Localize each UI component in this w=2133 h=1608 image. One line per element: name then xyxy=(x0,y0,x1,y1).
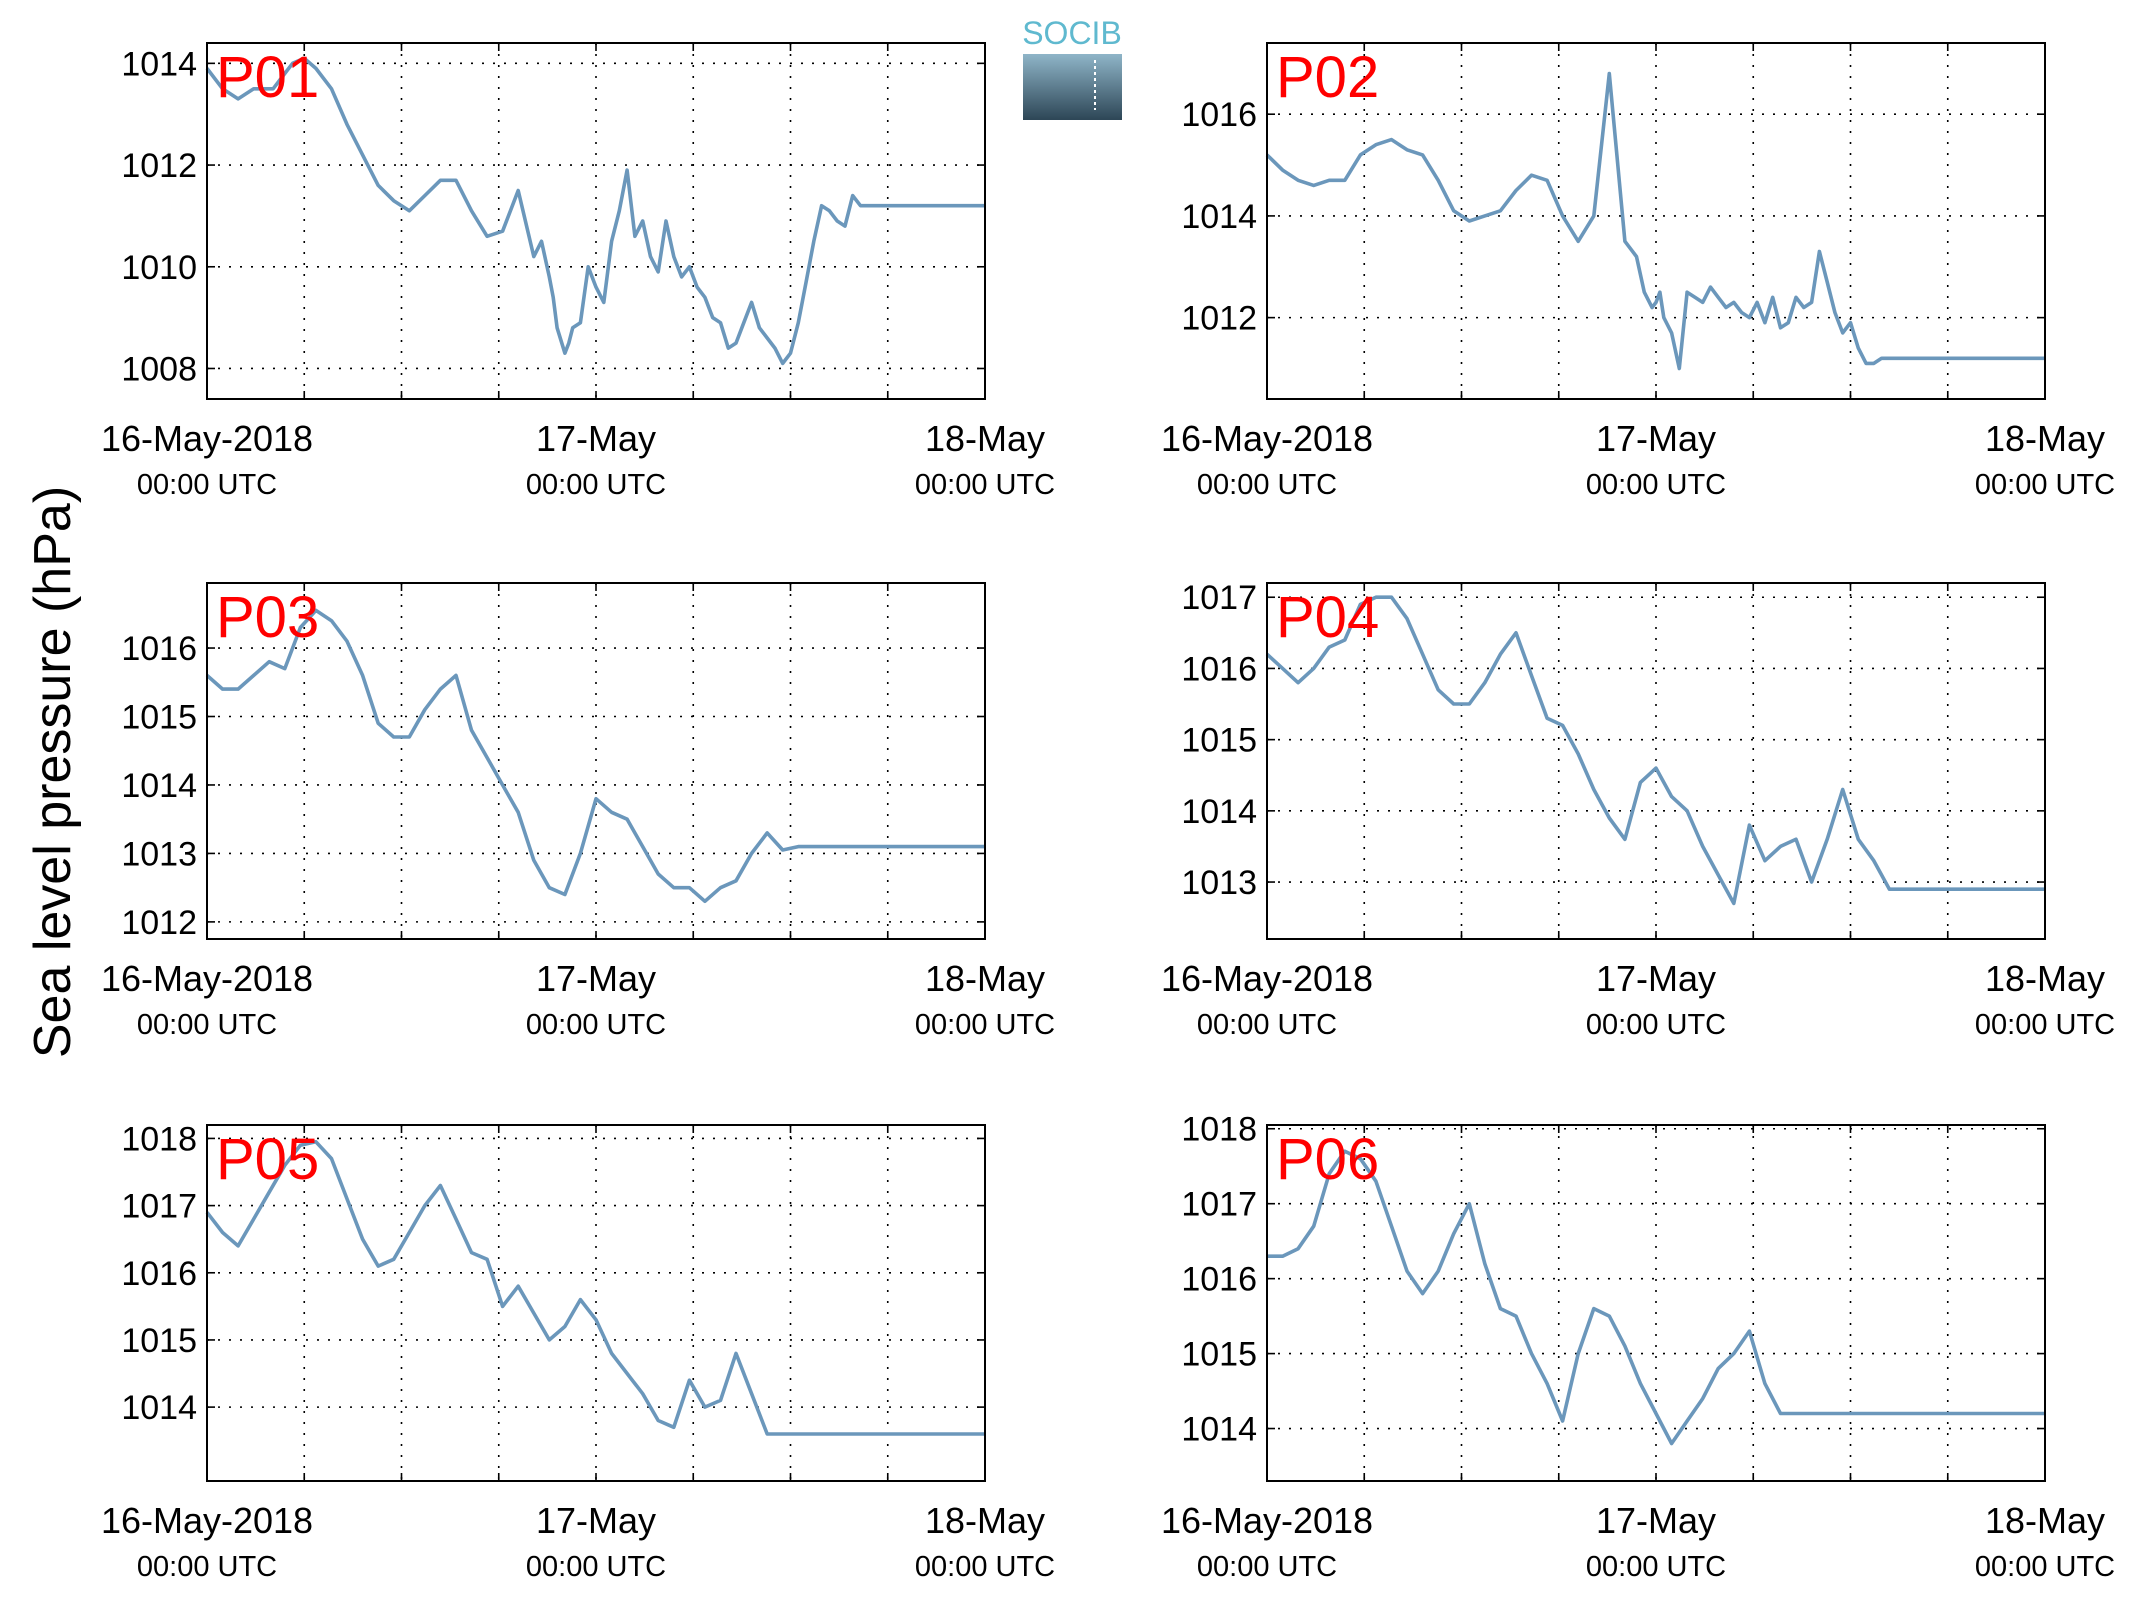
axes-frame xyxy=(206,1124,986,1482)
x-tick-label-time: 00:00 UTC xyxy=(137,1551,277,1583)
x-tick-label-date: 16-May-2018 xyxy=(101,418,313,459)
axes-frame xyxy=(1266,42,2046,400)
station-label-p04: P04 xyxy=(1276,585,1379,650)
y-tick-label: 1012 xyxy=(121,147,197,185)
series-line-p04 xyxy=(1265,595,2045,906)
y-tick-label: 1016 xyxy=(1181,650,1257,688)
panel-p02: 1012 1014 1016 16-May-2018 00:00 UTC 17-May 00… xyxy=(1161,42,2115,501)
x-tick-label-date: 17-May xyxy=(536,1500,656,1541)
y-tick-label: 1014 xyxy=(1181,793,1257,831)
socib-logo-text: SOCIB xyxy=(1022,15,1122,51)
y-tick-label: 1014 xyxy=(121,1389,197,1427)
y-tick-label: 1013 xyxy=(121,835,197,873)
x-tick-label-date: 18-May xyxy=(1985,418,2105,459)
x-tick-label-time: 00:00 UTC xyxy=(1586,469,1726,501)
x-tick-label-time: 00:00 UTC xyxy=(1975,469,2115,501)
y-tick-label: 1012 xyxy=(121,904,197,942)
y-tick-label: 1018 xyxy=(1181,1111,1257,1149)
axes-frame xyxy=(1266,582,2046,940)
x-tick-label-date: 18-May xyxy=(1985,1500,2105,1541)
x-tick-label-date: 17-May xyxy=(1596,418,1716,459)
x-tick-label-date: 16-May-2018 xyxy=(1161,418,1373,459)
station-label-p05: P05 xyxy=(216,1127,319,1192)
series-line-p03 xyxy=(205,608,985,904)
x-tick-label-time: 00:00 UTC xyxy=(526,1009,666,1041)
x-tick-label-date: 17-May xyxy=(1596,958,1716,999)
x-tick-label-time: 00:00 UTC xyxy=(1975,1551,2115,1583)
x-tick-label-time: 00:00 UTC xyxy=(915,469,1055,501)
y-tick-label: 1014 xyxy=(121,45,197,83)
axes-frame xyxy=(206,582,986,940)
x-tick-label-date: 16-May-2018 xyxy=(101,1500,313,1541)
socib-logo: SOCIB xyxy=(1022,15,1122,120)
x-tick-label-time: 00:00 UTC xyxy=(1197,469,1337,501)
x-tick-label-date: 16-May-2018 xyxy=(1161,958,1373,999)
y-tick-label: 1016 xyxy=(121,1255,197,1293)
x-tick-label-date: 17-May xyxy=(536,958,656,999)
y-tick-label: 1015 xyxy=(121,699,197,737)
x-tick-label-time: 00:00 UTC xyxy=(915,1551,1055,1583)
x-tick-label-date: 18-May xyxy=(925,958,1045,999)
x-tick-label-date: 18-May xyxy=(925,1500,1045,1541)
x-tick-label-time: 00:00 UTC xyxy=(526,469,666,501)
y-tick-label: 1015 xyxy=(1181,722,1257,760)
y-tick-label: 1010 xyxy=(121,249,197,287)
x-tick-label-time: 00:00 UTC xyxy=(526,1551,666,1583)
y-tick-label: 1016 xyxy=(1181,96,1257,134)
y-tick-label: 1017 xyxy=(121,1188,197,1226)
panels: 1008 1010 1012 1014 16-May-2018 00:00 UTC 17-M… xyxy=(101,42,2115,1583)
x-tick-label-time: 00:00 UTC xyxy=(137,1009,277,1041)
station-label-p01: P01 xyxy=(216,45,319,110)
y-tick-label: 1016 xyxy=(1181,1261,1257,1299)
x-tick-label-date: 17-May xyxy=(536,418,656,459)
series-line-p01 xyxy=(205,56,985,366)
y-tick-label: 1012 xyxy=(1181,300,1257,338)
socib-logo-badge xyxy=(1023,54,1122,120)
x-tick-label-date: 17-May xyxy=(1596,1500,1716,1541)
panel-p06: 1014 1015 1016 1017 1018 16-May-2018 00:00 UTC… xyxy=(1161,1111,2115,1583)
y-tick-label: 1014 xyxy=(1181,1411,1257,1449)
y-tick-label: 1018 xyxy=(121,1120,197,1158)
y-tick-label: 1013 xyxy=(1181,864,1257,902)
y-tick-label: 1008 xyxy=(121,350,197,388)
y-tick-label: 1015 xyxy=(121,1322,197,1360)
x-tick-label-date: 18-May xyxy=(925,418,1045,459)
x-tick-label-time: 00:00 UTC xyxy=(915,1009,1055,1041)
series-line-p02 xyxy=(1265,71,2045,371)
panel-p01: 1008 1010 1012 1014 16-May-2018 00:00 UTC 17-M… xyxy=(101,42,1055,501)
station-label-p03: P03 xyxy=(216,585,319,650)
x-tick-label-time: 00:00 UTC xyxy=(1586,1009,1726,1041)
station-label-p02: P02 xyxy=(1276,45,1379,110)
x-tick-label-time: 00:00 UTC xyxy=(1197,1009,1337,1041)
station-label-p06: P06 xyxy=(1276,1127,1379,1192)
y-tick-label: 1016 xyxy=(121,630,197,668)
axes-frame xyxy=(1266,1124,2046,1482)
panel-p04: 1013 1014 1015 1016 1017 16-May-2018 00:00 UTC… xyxy=(1161,579,2115,1041)
y-tick-label: 1014 xyxy=(121,767,197,805)
panel-p05: 1014 1015 1016 1017 1018 16-May-2018 00:00 UTC… xyxy=(101,1120,1055,1583)
series-line-p05 xyxy=(205,1140,985,1436)
x-tick-label-date: 18-May xyxy=(1985,958,2105,999)
x-tick-label-time: 00:00 UTC xyxy=(137,469,277,501)
y-tick-label: 1017 xyxy=(1181,1186,1257,1224)
panel-p03: 1012 1013 1014 1015 1016 16-May-2018 00:00 UTC… xyxy=(101,582,1055,1041)
x-tick-label-time: 00:00 UTC xyxy=(1975,1009,2115,1041)
x-tick-label-date: 16-May-2018 xyxy=(101,958,313,999)
y-axis-label: Sea level pressure (hPa) xyxy=(24,486,82,1058)
x-tick-label-date: 16-May-2018 xyxy=(1161,1500,1373,1541)
axes-frame xyxy=(206,42,986,400)
series-line-p06 xyxy=(1267,1149,2045,1446)
x-tick-label-time: 00:00 UTC xyxy=(1586,1551,1726,1583)
y-tick-label: 1014 xyxy=(1181,198,1257,236)
y-tick-label: 1015 xyxy=(1181,1336,1257,1374)
x-tick-label-time: 00:00 UTC xyxy=(1197,1551,1337,1583)
y-tick-label: 1017 xyxy=(1181,579,1257,617)
